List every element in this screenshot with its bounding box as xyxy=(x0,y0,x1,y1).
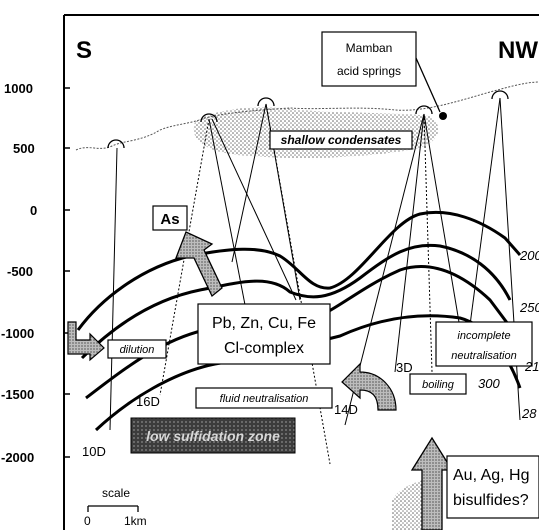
direction-south: S xyxy=(76,37,92,64)
springs-line-2: acid springs xyxy=(337,64,401,78)
precious-metals-callout: Au, Ag, Hg bisulfides? xyxy=(446,455,539,519)
well-label-14D: 14D xyxy=(334,402,358,417)
isotherm-label-300: 300 xyxy=(478,376,500,391)
y-tick-label: -2000 xyxy=(1,450,34,465)
dilution-arrow xyxy=(67,321,105,362)
precious-line-2: bisulfides? xyxy=(453,492,529,509)
isotherm-label-21: 21 xyxy=(524,359,539,374)
dilution-label: dilution xyxy=(107,339,167,359)
metals-line-2: Cl-complex xyxy=(224,340,304,357)
condensates-label: shallow condensates xyxy=(269,130,413,150)
scale-end: 1km xyxy=(124,514,147,528)
arsenic-text: As xyxy=(160,211,179,228)
well-label-3D: 3D xyxy=(396,360,413,375)
isotherm-250 xyxy=(80,243,512,360)
y-tick-label: -1500 xyxy=(1,387,34,402)
isotherm-200 xyxy=(76,210,522,331)
y-tick-label: 500 xyxy=(13,141,35,156)
well-label-16D: 16D xyxy=(136,394,160,409)
y-tick-label: -1000 xyxy=(1,326,34,341)
springs-line-1: Mamban xyxy=(346,41,393,55)
precious-line-1: Au, Ag, Hg xyxy=(453,467,530,484)
fluid-neutralisation-label: fluid neutralisation xyxy=(195,387,333,409)
fluid-neutralisation-text: fluid neutralisation xyxy=(220,393,309,405)
metals-line-1: Pb, Zn, Cu, Fe xyxy=(212,315,316,332)
arsenic-callout: As xyxy=(152,205,188,231)
y-axis: 1000 500 0 -500 -1000 -1500 -2000 xyxy=(1,81,70,465)
y-tick-label: 1000 xyxy=(4,81,33,96)
condensates-text: shallow condensates xyxy=(281,133,402,147)
mamban-springs-callout: Mamban acid springs xyxy=(321,31,447,120)
scale-bar: scale 0 1km xyxy=(84,486,147,528)
dilution-text: dilution xyxy=(120,344,155,356)
boiling-label: boiling xyxy=(409,373,467,395)
incomplete-line-1: incomplete xyxy=(457,330,510,342)
y-tick-label: 0 xyxy=(30,203,37,218)
incomplete-line-2: neutralisation xyxy=(451,350,516,362)
upflow-zone-bar: low sulfidation zone xyxy=(130,417,296,454)
arsenic-upflow-arrow xyxy=(175,231,223,298)
incomplete-neutralisation-label: incomplete neutralisation xyxy=(435,321,533,367)
y-tick-label: -500 xyxy=(7,264,33,279)
deep-upflow-arrow xyxy=(410,436,454,530)
metals-callout: Pb, Zn, Cu, Fe Cl-complex xyxy=(197,303,331,365)
scale-start: 0 xyxy=(84,514,91,528)
upflow-zone-text: low sulfidation zone xyxy=(146,428,280,444)
isotherm-label-200: 200 xyxy=(519,248,539,263)
wellhead-symbols xyxy=(107,90,509,149)
scale-label: scale xyxy=(102,486,130,500)
direction-northwest: NW xyxy=(498,37,538,64)
well-label-10D: 10D xyxy=(82,444,106,459)
neutralisation-arrow xyxy=(341,362,397,411)
boiling-text: boiling xyxy=(422,379,455,391)
isotherm-label-28: 28 xyxy=(521,406,537,421)
isotherm-label-250: 250 xyxy=(519,300,539,315)
